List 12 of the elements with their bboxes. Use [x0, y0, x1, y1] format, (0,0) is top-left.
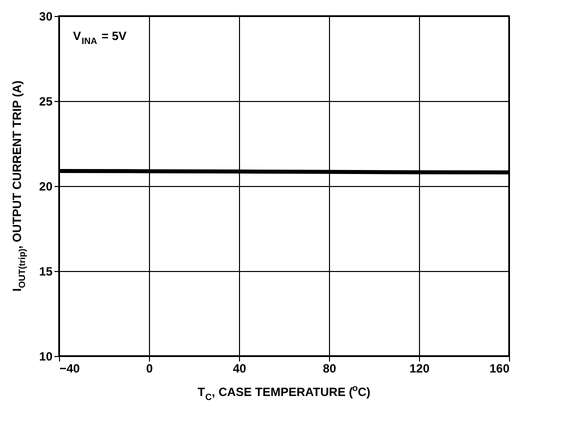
- x-tick-label: 120: [409, 362, 430, 376]
- y-tick-label: 10: [39, 350, 53, 364]
- x-tick-label: −40: [60, 362, 80, 376]
- y-tick-label: 15: [39, 264, 53, 278]
- x-tick-label: 80: [322, 362, 336, 376]
- y-axis-title: IOUT(trip), OUTPUT CURRENT TRIP (A): [10, 80, 27, 292]
- x-tick-label: 160: [489, 362, 510, 376]
- y-tick-label: 25: [39, 94, 53, 108]
- x-tick-label: 0: [146, 362, 154, 376]
- y-tick-label: 20: [39, 180, 53, 194]
- x-tick-label: 40: [232, 362, 246, 376]
- y-tick-label: 30: [39, 10, 53, 24]
